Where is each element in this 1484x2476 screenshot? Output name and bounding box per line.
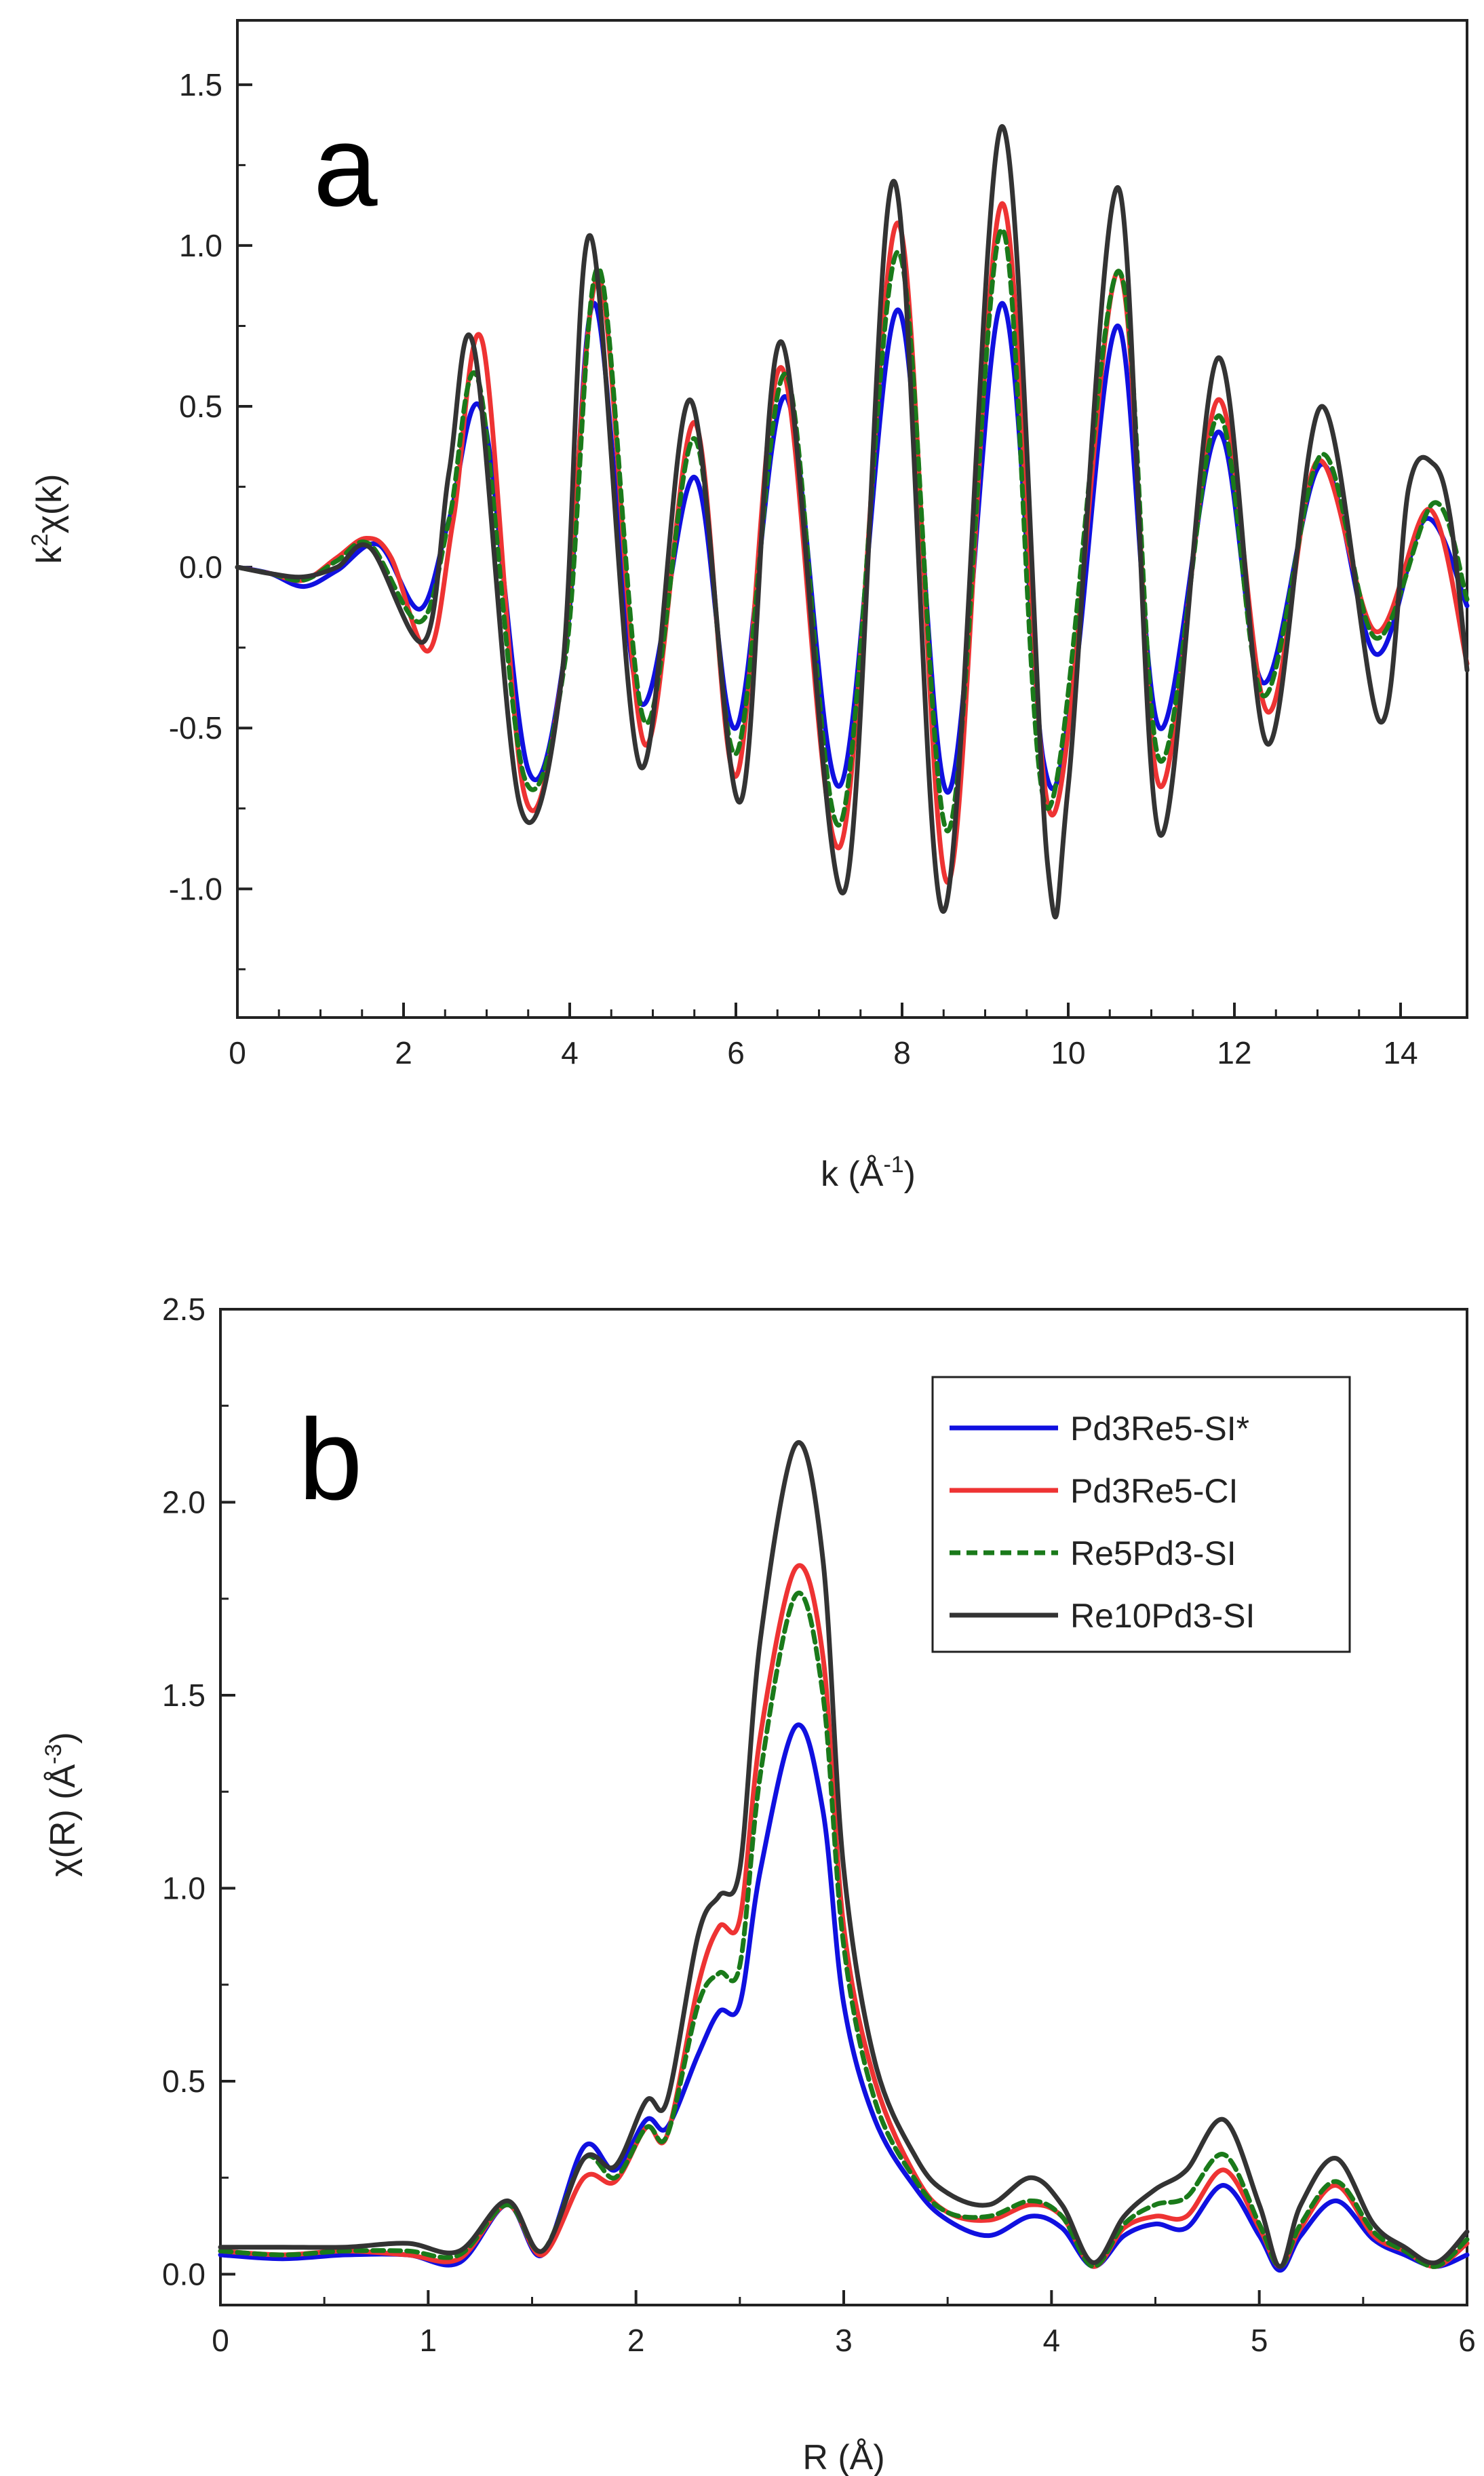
- panel-b: 0 1 2 3 4 5 6 0.0 0.5 1.0 1.5 2.0 2.5 b R (Å) χ(R) …: [41, 1292, 1476, 2476]
- legend-label-pd3re5-ci: Pd3Re5-CI: [1070, 1472, 1238, 1510]
- legend-label-re10pd3-si: Re10Pd3-SI: [1070, 1597, 1255, 1635]
- x-tick-label: 2: [395, 1035, 412, 1070]
- series-line-pd3re5-si: [218, 1722, 1470, 2273]
- series-line-pd3re5-ci: [235, 201, 1470, 885]
- x-tick-label: 10: [1051, 1035, 1085, 1070]
- series-line-re5pd3-si: [218, 1591, 1470, 2269]
- panel-a-series: [235, 123, 1470, 920]
- panel-b-letter: b: [298, 1395, 363, 1524]
- legend-label-re5pd3-si: Re5Pd3-SI: [1070, 1534, 1236, 1572]
- x-tick-label: 2: [627, 2323, 645, 2358]
- x-tick-label: 6: [1458, 2323, 1476, 2358]
- y-tick-label: -0.5: [169, 710, 222, 746]
- panel-b-x-ticks: 0 1 2 3 4 5 6: [212, 2290, 1476, 2358]
- panel-a: 0 2 4 6 8 10 12 14 -1.0 -0.5 0.0 0.5 1.0 1.5 a k (Å-…: [27, 19, 1470, 1194]
- y-tick-label: 1.0: [162, 1870, 206, 1906]
- series-line-re10pd3-si: [218, 1440, 1470, 2269]
- panel-a-letter: a: [313, 102, 378, 231]
- legend-items: Pd3Re5-SI* Pd3Re5-CI Re5Pd3-SI Re10Pd3-SI: [950, 1410, 1255, 1635]
- y-tick-label: 2.0: [162, 1484, 206, 1520]
- legend-box: [931, 1376, 1351, 1653]
- panel-b-x-axis-title: R (Å): [802, 2438, 884, 2476]
- panel-b-series: [218, 1440, 1470, 2273]
- y-tick-label: 2.5: [162, 1292, 206, 1327]
- series-line-re5pd3-si: [235, 227, 1470, 834]
- y-tick-label: 1.0: [179, 228, 222, 263]
- x-tick-label: 4: [1043, 2323, 1061, 2358]
- legend: Pd3Re5-SI* Pd3Re5-CI Re5Pd3-SI Re10Pd3-SI: [931, 1376, 1351, 1653]
- x-tick-label: 14: [1383, 1035, 1418, 1070]
- panel-a-x-ticks: 0 2 4 6 8 10 12 14: [229, 1003, 1418, 1070]
- x-tick-label: 0: [212, 2323, 229, 2358]
- panel-b-y-axis-title: χ(R) (Å-3): [41, 1732, 83, 1877]
- y-tick-label: 0.0: [162, 2256, 206, 2291]
- panel-a-x-axis-title: k (Å-1): [821, 1152, 916, 1194]
- series-line-pd3re5-ci: [218, 1563, 1470, 2269]
- y-tick-label: 0.5: [179, 389, 222, 424]
- series-line-re10pd3-si: [235, 123, 1470, 920]
- x-tick-label: 4: [561, 1035, 579, 1070]
- panel-a-plot-frame: [236, 19, 1468, 1019]
- x-tick-label: 1: [420, 2323, 437, 2358]
- x-tick-label: 6: [727, 1035, 745, 1070]
- y-tick-label: 0.0: [179, 549, 222, 585]
- panel-a-y-axis-title: k2χ(k): [27, 474, 69, 564]
- y-tick-label: 1.5: [179, 67, 222, 102]
- y-tick-label: 1.5: [162, 1678, 206, 1713]
- y-tick-label: -1.0: [169, 871, 222, 906]
- legend-label-pd3re5-si: Pd3Re5-SI*: [1070, 1410, 1249, 1448]
- x-tick-label: 0: [229, 1035, 246, 1070]
- series-line-pd3re5-si: [235, 301, 1470, 795]
- x-tick-label: 5: [1251, 2323, 1268, 2358]
- x-tick-label: 12: [1217, 1035, 1251, 1070]
- panel-b-y-ticks: 0.0 0.5 1.0 1.5 2.0 2.5: [162, 1292, 235, 2291]
- x-tick-label: 8: [893, 1035, 911, 1070]
- panel-a-y-ticks: -1.0 -0.5 0.0 0.5 1.0 1.5: [169, 67, 252, 971]
- y-tick-label: 0.5: [162, 2064, 206, 2099]
- x-tick-label: 3: [835, 2323, 853, 2358]
